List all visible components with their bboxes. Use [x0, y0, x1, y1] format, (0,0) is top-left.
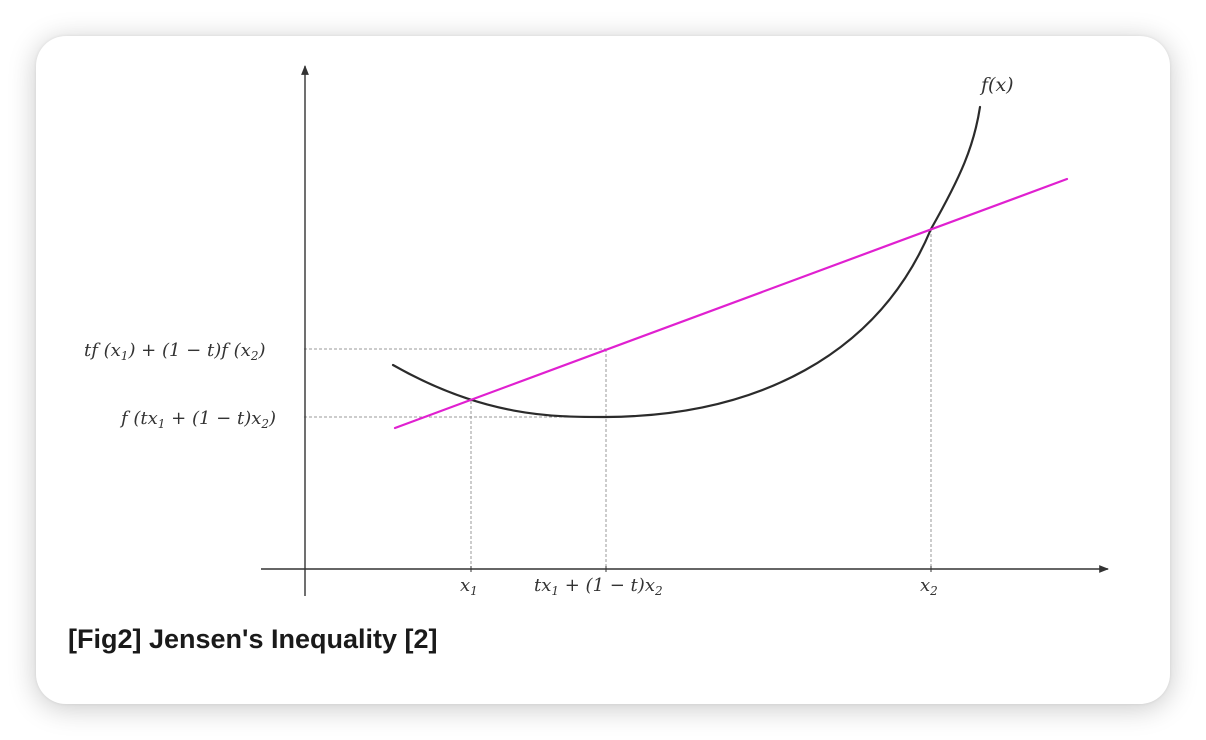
figure-caption: [Fig2] Jensen's Inequality [2]	[68, 624, 438, 654]
y-label-function-value: f (tx1 + (1 − t)x2)	[119, 408, 276, 431]
jensen-diagram: f(x) x1 tx1 + (1 − t)x2 x2 tf (x1) + (1 …	[84, 65, 1109, 598]
x-label-x2: x2	[920, 575, 938, 598]
guide-lines	[304, 229, 932, 569]
x-label-convex-combination: tx1 + (1 − t)x2	[534, 575, 663, 598]
convex-curve	[391, 105, 982, 419]
figure-card: f(x) x1 tx1 + (1 − t)x2 x2 tf (x1) + (1 …	[36, 36, 1170, 704]
x-label-x1: x1	[460, 575, 478, 598]
y-label-chord-value: tf (x1) + (1 − t)f (x2)	[84, 340, 265, 363]
curve-label: f(x)	[979, 74, 1014, 96]
secant-line	[393, 177, 1069, 430]
